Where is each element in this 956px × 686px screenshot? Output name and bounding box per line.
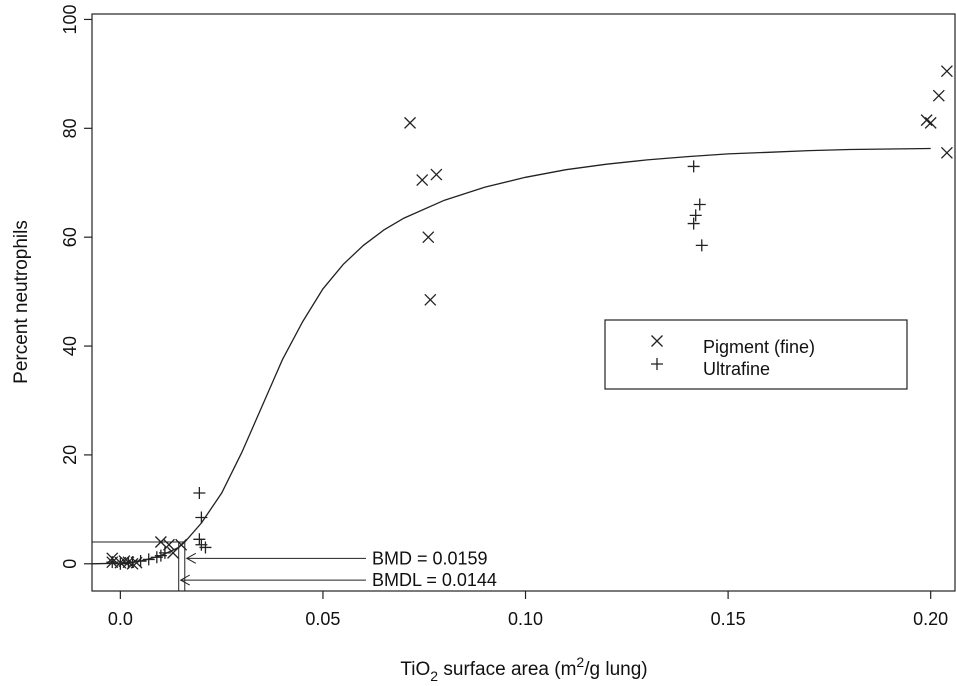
legend-plus-marker [651, 358, 663, 370]
bmd-annotation: BMD = 0.0159 [372, 548, 488, 568]
legend: Pigment (fine) Ultrafine [604, 319, 908, 390]
legend-x-marker [651, 335, 663, 347]
legend-box [604, 319, 908, 390]
y-tick-label: 80 [60, 118, 80, 138]
x-tick-label: 0.10 [508, 609, 543, 629]
x-tick-label: 0.20 [913, 609, 948, 629]
annotations: BMD = 0.0159 BMDL = 0.0144 [372, 548, 497, 590]
data-point-pigment [404, 116, 417, 129]
data-point-ultrafine [693, 198, 706, 211]
data-point-pigment [175, 538, 188, 551]
data-point-ultrafine [134, 555, 147, 568]
bmdl-annotation: BMDL = 0.0144 [372, 570, 497, 590]
bmd-guides [92, 541, 366, 591]
data-point-ultrafine [687, 217, 700, 230]
data-point-pigment [924, 116, 937, 129]
plot-frame [91, 13, 956, 592]
annotation-arrowhead [179, 574, 190, 586]
data-point-ultrafine [687, 160, 700, 173]
data-point-ultrafine [199, 541, 212, 554]
data-point-ultrafine [126, 556, 139, 569]
data-point-ultrafine [689, 209, 702, 222]
data-point-ultrafine [193, 533, 206, 546]
data-point-ultrafine [195, 511, 208, 524]
data-point-pigment [920, 114, 933, 127]
y-tick-label: 20 [60, 445, 80, 465]
data-point-pigment [932, 89, 945, 102]
data-point-pigment [430, 168, 443, 181]
data-point-pigment [940, 146, 953, 159]
y-axis: 0 20 40 60 80 100 [60, 4, 92, 569]
data-point-pigment [424, 293, 437, 306]
x-axis-label: TiO2 surface area (m2/g lung) [400, 654, 647, 684]
data-point-pigment [422, 231, 435, 244]
data-point-pigment [940, 65, 953, 78]
legend-label-pigment: Pigment (fine) [703, 337, 815, 357]
data-point-pigment [154, 536, 167, 548]
legend-marker-ultrafine [651, 358, 663, 370]
x-tick-label: 0.05 [305, 609, 340, 629]
data-point-pigment [416, 174, 429, 186]
x-axis: 0.0 0.05 0.10 0.15 0.20 [108, 591, 948, 629]
y-tick-label: 0 [60, 559, 80, 569]
x-tick-label: 0.15 [711, 609, 746, 629]
legend-label-ultrafine: Ultrafine [703, 359, 770, 379]
y-axis-label: Percent neutrophils [11, 220, 32, 384]
series-ultrafine [106, 160, 708, 570]
series-pigment-fine [106, 65, 953, 570]
data-point-ultrafine [695, 239, 708, 252]
data-point-ultrafine [158, 546, 171, 559]
annotation-arrowhead [185, 552, 197, 564]
data-point-ultrafine [193, 487, 206, 500]
x-tick-label: 0.0 [108, 609, 133, 629]
data-point-ultrafine [142, 553, 155, 566]
y-tick-label: 60 [60, 227, 80, 247]
legend-marker-pigment [651, 335, 663, 347]
y-tick-label: 40 [60, 336, 80, 356]
y-tick-label: 100 [60, 4, 80, 34]
data-point-ultrafine [106, 556, 119, 569]
data-point-ultrafine [114, 557, 127, 570]
